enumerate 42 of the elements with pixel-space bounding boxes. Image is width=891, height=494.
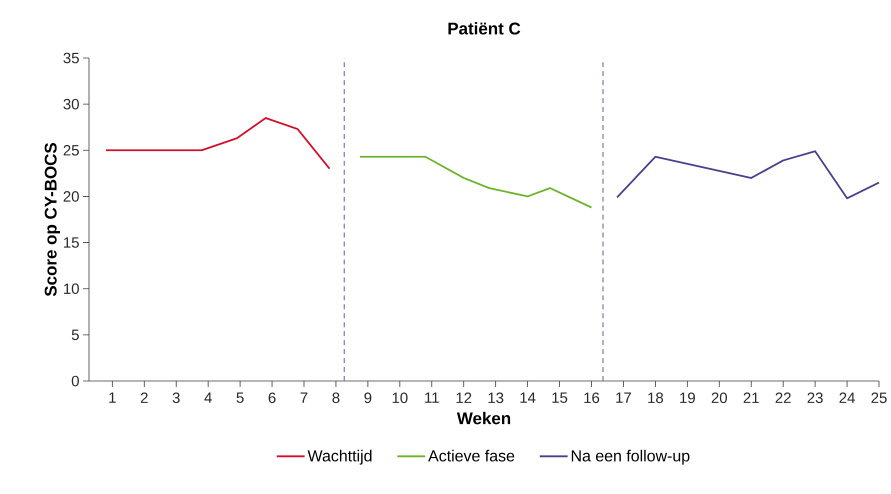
legend-label: Wachttijd	[308, 450, 372, 465]
x-tick-label: 14	[520, 392, 536, 403]
y-tick-label: 30	[63, 98, 79, 110]
x-axis-title: Weken	[456, 412, 510, 424]
y-tick-label: 20	[64, 191, 79, 202]
x-tick-label: 19	[680, 392, 695, 404]
x-tick-label: 17	[616, 392, 632, 403]
x-tick-label: 20	[712, 392, 727, 404]
x-tick-label: 3	[172, 392, 180, 404]
line-series	[616, 150, 880, 200]
x-tick-label: 12	[456, 392, 472, 403]
x-tick-label: 22	[776, 392, 791, 403]
x-tick-label: 16	[584, 392, 600, 404]
x-tick-label: 13	[488, 392, 504, 404]
x-tick-label: 5	[236, 392, 244, 403]
x-tick-label: 10	[392, 392, 408, 404]
x-tick-label: 23	[808, 392, 823, 404]
chart-title: Patiënt C	[448, 22, 520, 35]
x-tick-label: 8	[332, 392, 340, 404]
x-tick-label: 21	[744, 392, 759, 403]
x-tick-label: 7	[300, 392, 308, 403]
y-tick-label: 0	[72, 376, 79, 386]
x-tick-label: 6	[268, 392, 276, 404]
y-tick-label: 10	[64, 283, 79, 294]
x-tick-label: 11	[425, 392, 439, 403]
x-tick-label: 15	[552, 392, 568, 403]
x-tick-label: 4	[204, 392, 212, 403]
y-tick-label: 25	[64, 144, 79, 156]
y-axis-title: Score op CY-BOCS	[44, 142, 60, 296]
x-tick-label: 18	[648, 392, 664, 404]
x-tick-label: 24	[840, 392, 855, 403]
line-series	[105, 117, 330, 170]
line-series	[359, 156, 592, 208]
y-tick-label: 35	[63, 52, 79, 64]
legend-label: Na een follow-up	[572, 450, 690, 465]
y-tick-label: 5	[72, 330, 79, 340]
x-tick-label: 1	[109, 392, 116, 403]
x-tick-label: 2	[140, 392, 148, 403]
y-tick-label: 15	[64, 237, 79, 248]
legend-label: Actieve fase	[428, 450, 514, 462]
x-tick-label: 9	[364, 392, 372, 404]
x-tick-label: 25	[871, 392, 887, 404]
